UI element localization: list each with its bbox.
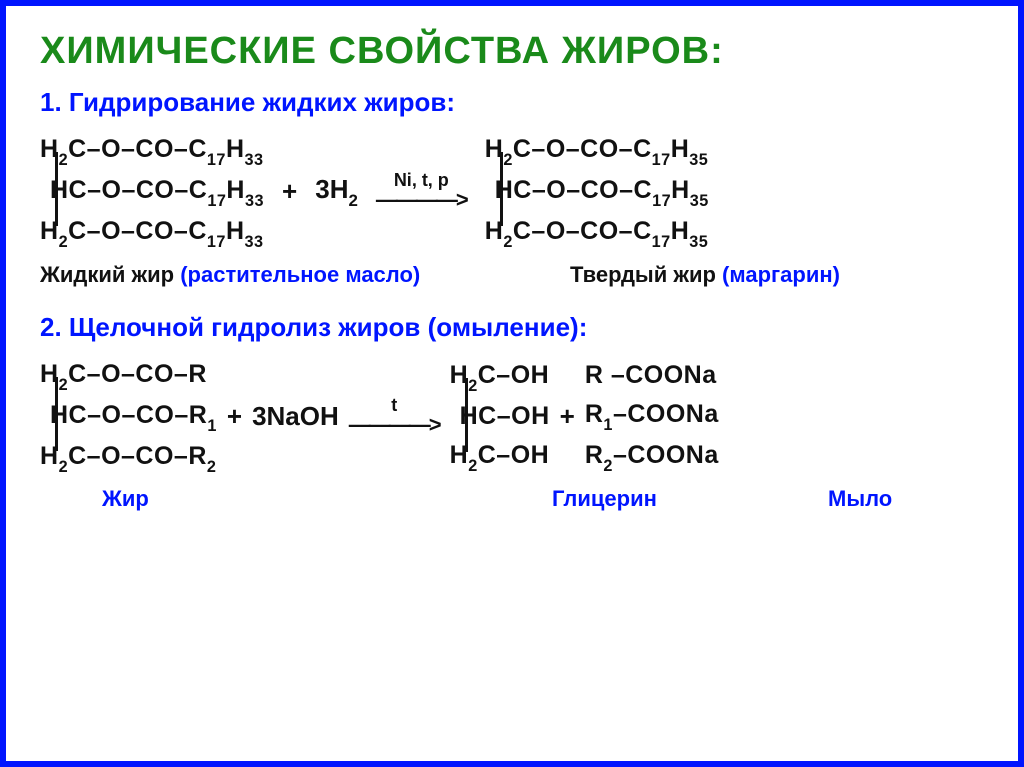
labels-row-1: Жидкий жир (растительное масло) Твердый … — [40, 262, 984, 288]
plus-sign-2: + — [227, 401, 242, 432]
label-vegetable-oil: (растительное масло) — [180, 262, 420, 287]
label-glycerin: Глицерин — [212, 486, 732, 512]
label-soap: Мыло — [732, 486, 892, 512]
section2-heading: 2. Щелочной гидролиз жиров (омыление): — [40, 312, 984, 343]
reaction-2: H2C–O–CO–R HC–O–CO–R1 H2C–O–CO–R2 + 3NaO… — [40, 355, 984, 479]
main-title: ХИМИЧЕСКИЕ СВОЙСТВА ЖИРОВ: — [40, 30, 984, 73]
arrow-icon: ————> — [376, 187, 467, 213]
label-fat: Жир — [40, 486, 212, 512]
arrow-1: Ni, t, p ————> — [376, 170, 467, 213]
slide-frame: ХИМИЧЕСКИЕ СВОЙСТВА ЖИРОВ: 1. Гидрирован… — [0, 0, 1024, 767]
product-glycerin: H2C–OH HC–OH H2C–OH — [450, 356, 550, 477]
naoh-reagent: 3NaOH — [252, 401, 339, 432]
product-soap: R –COONa R1–COONa R2–COONa — [585, 356, 719, 477]
section1-heading: 1. Гидрирование жидких жиров: — [40, 87, 984, 118]
label-margarine: (маргарин) — [722, 262, 840, 287]
arrow-icon: ————> — [349, 412, 440, 438]
reactant-fat: H2C–O–CO–R HC–O–CO–R1 H2C–O–CO–R2 — [40, 355, 217, 479]
label-liquid-fat: Жидкий жир — [40, 262, 180, 287]
labels-row-2: Жир Глицерин Мыло — [40, 486, 984, 512]
label-solid-fat: Твердый жир — [570, 262, 722, 287]
hydrogen-reagent: 3H2 — [315, 174, 358, 209]
product-tristearin: H2C–O–CO–C17H35 HC–O–CO–C17H35 H2C–O–CO–… — [485, 130, 709, 254]
arrow-2: t ————> — [349, 395, 440, 438]
reaction-1: H2C–O–CO–C17H33 HC–O–CO–C17H33 H2C–O–CO–… — [40, 130, 984, 254]
plus-sign-3: + — [560, 401, 575, 432]
reactant-triolein: H2C–O–CO–C17H33 HC–O–CO–C17H33 H2C–O–CO–… — [40, 130, 264, 254]
plus-sign: + — [282, 176, 297, 207]
